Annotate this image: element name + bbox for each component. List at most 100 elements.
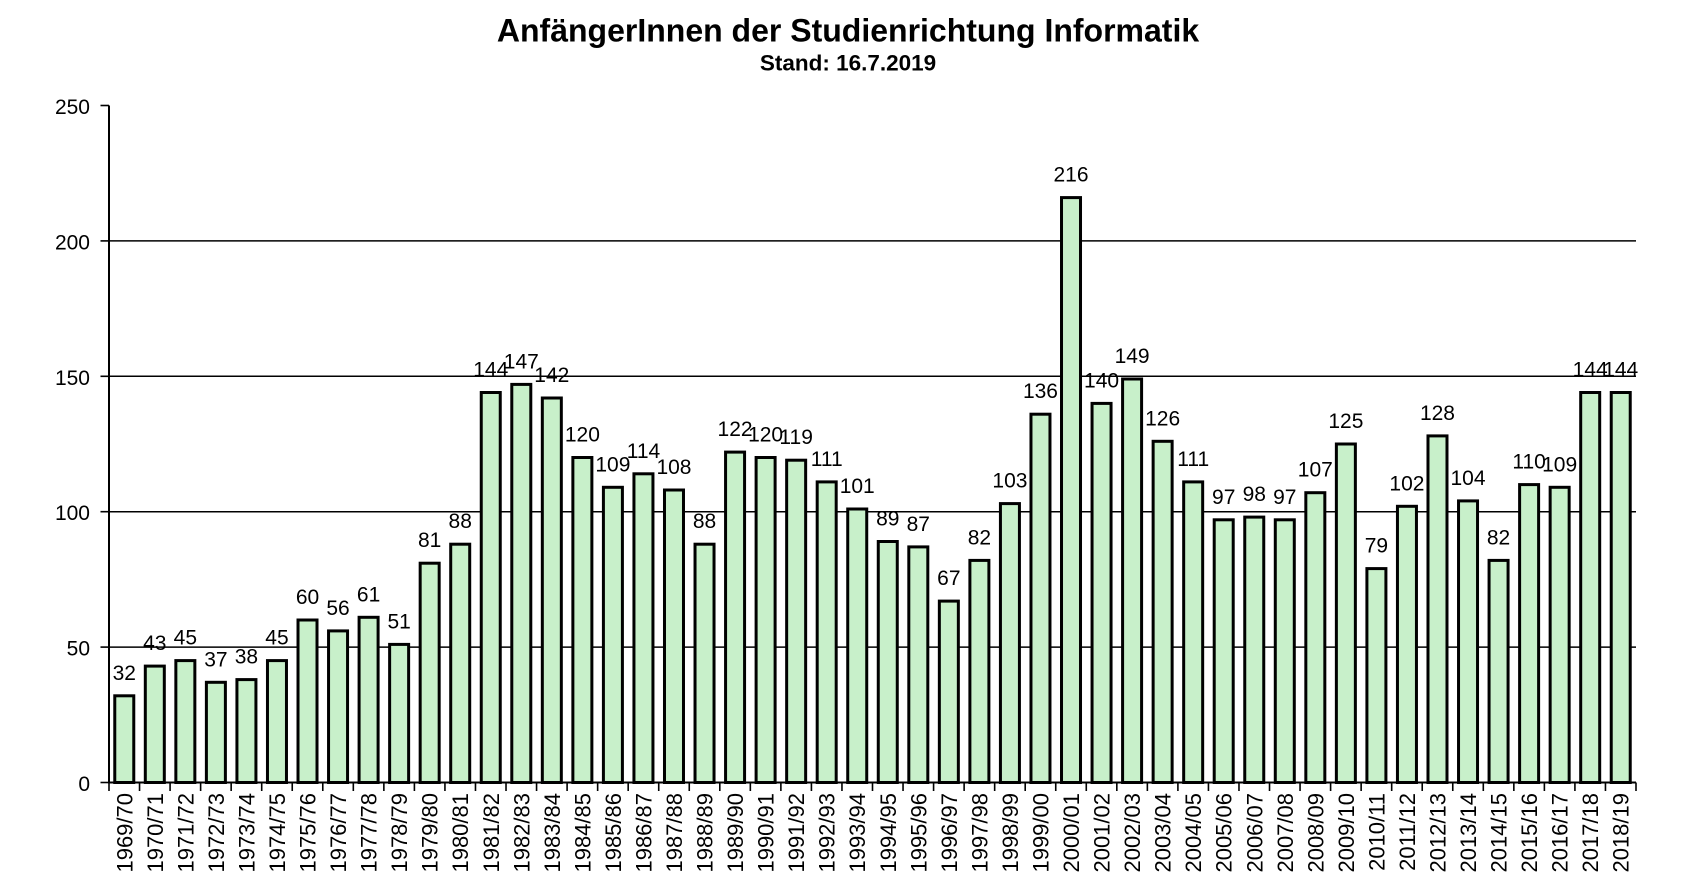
- svg-text:120: 120: [748, 424, 783, 447]
- svg-text:2009/10: 2009/10: [1334, 793, 1359, 873]
- svg-text:2013/14: 2013/14: [1456, 793, 1481, 873]
- svg-text:144: 144: [1573, 359, 1608, 382]
- svg-text:1992/93: 1992/93: [815, 793, 840, 873]
- svg-text:89: 89: [876, 508, 899, 531]
- svg-text:1997/98: 1997/98: [967, 793, 992, 873]
- svg-text:2017/18: 2017/18: [1578, 793, 1603, 873]
- svg-text:128: 128: [1420, 402, 1455, 425]
- svg-text:1975/76: 1975/76: [296, 793, 321, 873]
- svg-text:1971/72: 1971/72: [173, 793, 198, 873]
- svg-text:142: 142: [534, 364, 569, 387]
- svg-text:2000/01: 2000/01: [1059, 793, 1084, 873]
- svg-text:103: 103: [992, 470, 1027, 493]
- svg-text:1980/81: 1980/81: [448, 793, 473, 873]
- svg-text:1998/99: 1998/99: [998, 793, 1023, 873]
- svg-text:2005/06: 2005/06: [1212, 793, 1237, 873]
- svg-text:45: 45: [265, 627, 288, 650]
- svg-text:67: 67: [937, 567, 960, 590]
- svg-text:Stand: 16.7.2019: Stand: 16.7.2019: [760, 50, 936, 75]
- svg-text:51: 51: [387, 610, 410, 633]
- svg-text:1983/84: 1983/84: [540, 793, 565, 873]
- svg-text:1999/00: 1999/00: [1028, 793, 1053, 873]
- svg-text:82: 82: [1487, 526, 1510, 549]
- svg-text:2016/17: 2016/17: [1548, 793, 1573, 873]
- svg-text:110: 110: [1512, 451, 1545, 474]
- svg-text:1977/78: 1977/78: [357, 793, 382, 873]
- svg-text:111: 111: [1177, 448, 1209, 471]
- svg-text:82: 82: [968, 526, 991, 549]
- svg-text:250: 250: [55, 96, 90, 119]
- svg-text:97: 97: [1273, 486, 1296, 509]
- svg-text:100: 100: [55, 502, 90, 525]
- svg-text:149: 149: [1115, 345, 1150, 368]
- svg-text:2007/08: 2007/08: [1273, 793, 1298, 873]
- svg-text:140: 140: [1084, 369, 1119, 392]
- svg-text:1991/92: 1991/92: [784, 793, 809, 873]
- svg-text:102: 102: [1389, 472, 1424, 495]
- svg-text:87: 87: [907, 513, 930, 536]
- svg-text:114: 114: [627, 440, 661, 463]
- svg-text:2001/02: 2001/02: [1090, 793, 1115, 873]
- svg-text:2002/03: 2002/03: [1120, 793, 1145, 873]
- svg-text:101: 101: [840, 475, 875, 498]
- svg-text:1993/94: 1993/94: [845, 793, 870, 873]
- svg-text:2015/16: 2015/16: [1517, 793, 1542, 873]
- svg-text:147: 147: [504, 350, 539, 373]
- svg-text:150: 150: [55, 367, 90, 390]
- svg-text:1985/86: 1985/86: [601, 793, 626, 873]
- svg-text:108: 108: [656, 456, 691, 479]
- svg-text:144: 144: [473, 359, 508, 382]
- svg-text:38: 38: [235, 646, 258, 669]
- svg-text:AnfängerInnen der Studienricht: AnfängerInnen der Studienrichtung Inform…: [497, 13, 1199, 49]
- svg-text:1984/85: 1984/85: [570, 793, 595, 873]
- svg-text:2018/19: 2018/19: [1609, 793, 1634, 873]
- svg-text:1970/71: 1970/71: [143, 793, 168, 873]
- svg-text:43: 43: [143, 632, 166, 655]
- svg-text:56: 56: [326, 597, 349, 620]
- svg-text:120: 120: [565, 424, 600, 447]
- svg-text:216: 216: [1053, 164, 1088, 187]
- svg-text:45: 45: [174, 627, 197, 650]
- svg-text:88: 88: [449, 510, 472, 533]
- svg-text:2004/05: 2004/05: [1181, 793, 1206, 873]
- svg-text:2010/11: 2010/11: [1364, 793, 1389, 871]
- svg-text:107: 107: [1298, 459, 1333, 482]
- svg-text:1996/97: 1996/97: [937, 793, 962, 873]
- svg-text:1987/88: 1987/88: [662, 793, 687, 873]
- svg-text:2006/07: 2006/07: [1242, 793, 1267, 873]
- svg-text:2012/13: 2012/13: [1425, 793, 1450, 873]
- svg-text:32: 32: [113, 662, 136, 685]
- svg-text:2014/15: 2014/15: [1487, 793, 1512, 873]
- svg-text:126: 126: [1145, 407, 1180, 430]
- svg-text:1974/75: 1974/75: [265, 793, 290, 873]
- svg-text:60: 60: [296, 586, 319, 609]
- svg-text:2003/04: 2003/04: [1151, 793, 1176, 873]
- svg-text:1990/91: 1990/91: [754, 793, 779, 873]
- svg-text:50: 50: [67, 638, 90, 661]
- svg-text:1989/90: 1989/90: [723, 793, 748, 873]
- svg-text:1972/73: 1972/73: [204, 793, 229, 873]
- svg-text:1981/82: 1981/82: [479, 793, 504, 873]
- svg-text:1982/83: 1982/83: [509, 793, 534, 873]
- svg-text:122: 122: [718, 418, 753, 441]
- svg-text:104: 104: [1451, 467, 1486, 490]
- svg-text:200: 200: [55, 231, 90, 254]
- svg-text:61: 61: [357, 583, 380, 606]
- svg-text:1994/95: 1994/95: [876, 793, 901, 873]
- svg-text:0: 0: [78, 773, 90, 796]
- svg-text:2008/09: 2008/09: [1303, 793, 1328, 873]
- svg-text:37: 37: [204, 648, 227, 671]
- svg-text:98: 98: [1243, 483, 1266, 506]
- svg-text:79: 79: [1365, 535, 1388, 558]
- svg-text:1978/79: 1978/79: [387, 793, 412, 873]
- svg-text:1988/89: 1988/89: [693, 793, 718, 873]
- svg-text:144: 144: [1603, 359, 1638, 382]
- svg-text:136: 136: [1023, 380, 1058, 403]
- svg-text:1979/80: 1979/80: [418, 793, 443, 873]
- svg-text:1976/77: 1976/77: [326, 793, 351, 873]
- svg-text:1973/74: 1973/74: [234, 793, 259, 873]
- svg-text:109: 109: [1542, 453, 1577, 476]
- svg-text:88: 88: [693, 510, 716, 533]
- svg-text:1995/96: 1995/96: [906, 793, 931, 873]
- svg-text:111: 111: [811, 448, 843, 471]
